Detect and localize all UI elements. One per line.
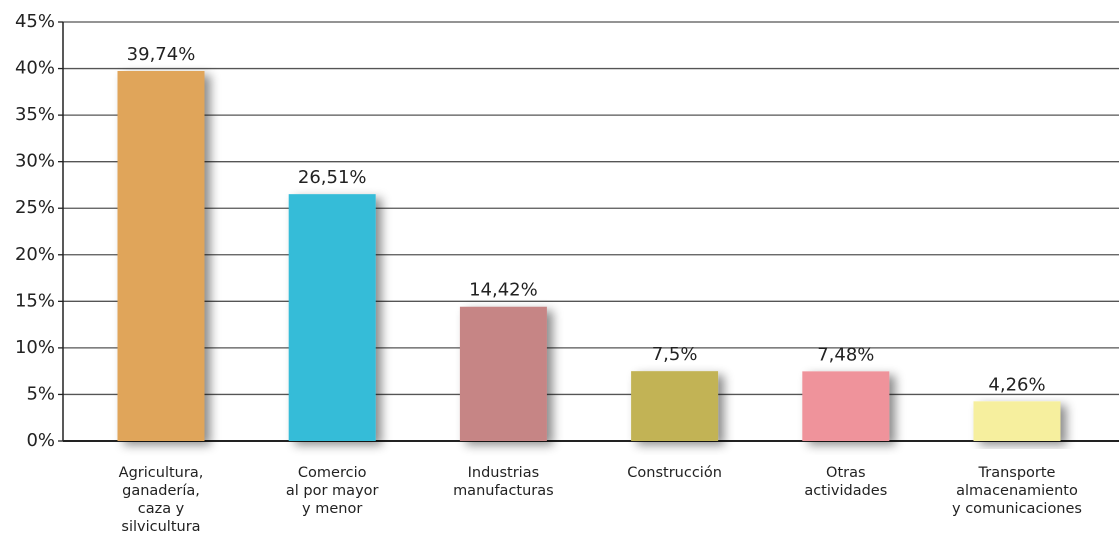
x-tick-label: Otras actividades xyxy=(804,465,888,499)
bar xyxy=(973,401,1061,441)
bar xyxy=(631,371,719,441)
x-tick-label: Construcción xyxy=(627,465,722,481)
y-tick-label: 40% xyxy=(15,58,55,79)
y-tick-label: 5% xyxy=(26,383,55,404)
value-label: 26,51% xyxy=(298,167,367,188)
value-label: 7,48% xyxy=(817,344,874,365)
bar xyxy=(288,194,376,441)
value-label: 39,74% xyxy=(127,44,196,65)
y-tick-label: 10% xyxy=(15,337,55,358)
y-tick-label: 15% xyxy=(15,290,55,311)
value-label: 14,42% xyxy=(469,280,538,301)
bar xyxy=(802,371,890,441)
y-tick-label: 20% xyxy=(15,244,55,265)
x-tick-label: Comercio al por mayor y menor xyxy=(285,465,379,517)
value-label: 7,5% xyxy=(652,344,698,365)
x-tick-label: Transporte almacenamiento y comunicacion… xyxy=(952,465,1082,517)
y-tick-label: 0% xyxy=(26,430,55,451)
x-tick-label: Industrias manufacturas xyxy=(453,465,554,499)
bar xyxy=(117,70,205,442)
bar xyxy=(459,306,547,441)
value-label: 4,26% xyxy=(988,374,1045,395)
y-tick-label: 45% xyxy=(15,11,55,32)
y-tick-label: 30% xyxy=(15,151,55,172)
y-tick-label: 25% xyxy=(15,197,55,218)
y-tick-label: 35% xyxy=(15,104,55,125)
x-tick-label: Agricultura, ganadería, caza y silvicult… xyxy=(118,465,204,535)
